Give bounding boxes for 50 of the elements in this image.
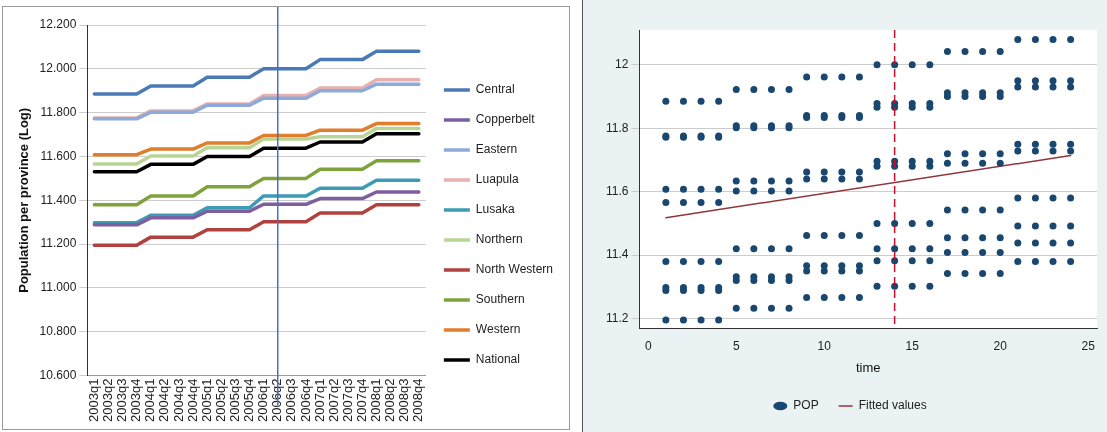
x-tick-label: 2004q2 bbox=[156, 378, 172, 423]
y-tick-label: 12.000 bbox=[39, 61, 77, 76]
y-tick-label: 12.200 bbox=[39, 17, 77, 32]
legend-label: Luapula bbox=[475, 172, 519, 187]
x-tick-label: 0 bbox=[644, 338, 652, 353]
y-tick-label: 12 bbox=[615, 57, 629, 72]
y-tick-label: 10.800 bbox=[39, 324, 77, 339]
x-tick-label: 25 bbox=[1081, 338, 1096, 353]
x-axis-title: time bbox=[855, 359, 881, 375]
y-tick-label: 11.8 bbox=[606, 120, 629, 135]
x-tick-label: 2006q4 bbox=[297, 378, 313, 423]
x-tick-label: 5 bbox=[732, 338, 740, 353]
x-tick-label: 15 bbox=[905, 338, 920, 353]
legend-label: Copperbelt bbox=[475, 112, 536, 127]
x-tick-label: 2008q3 bbox=[396, 378, 412, 423]
x-tick-label: 2008q4 bbox=[410, 378, 426, 423]
legend-label: POP bbox=[793, 398, 819, 413]
y-tick-label: 11.2 bbox=[606, 310, 629, 325]
y-tick-label: 11.4 bbox=[606, 247, 629, 262]
y-tick-label: 10.600 bbox=[39, 367, 77, 382]
legend-label: Western bbox=[475, 322, 521, 337]
legend-label: Central bbox=[475, 82, 515, 97]
y-tick-label: 11.6 bbox=[606, 183, 629, 198]
x-tick-label: 2003q3 bbox=[114, 378, 130, 423]
x-tick-label: 2006q1 bbox=[255, 378, 271, 423]
x-tick-label: 2003q2 bbox=[100, 378, 116, 423]
x-tick-label: 2003q1 bbox=[85, 378, 101, 423]
x-tick-label: 2005q3 bbox=[227, 378, 242, 423]
x-tick-label: 2003q4 bbox=[128, 378, 144, 423]
x-tick-label: 10 bbox=[817, 338, 832, 353]
legend-label: Lusaka bbox=[475, 202, 515, 217]
x-tick-label: 2005q4 bbox=[241, 378, 257, 423]
y-tick-label: 11.800 bbox=[40, 104, 77, 119]
legend-label: Fitted values bbox=[858, 398, 927, 413]
legend-label: Northern bbox=[475, 232, 523, 247]
legend-label: North Western bbox=[475, 262, 553, 277]
y-tick-label: 11.600 bbox=[40, 148, 77, 163]
x-tick-label: 2004q3 bbox=[170, 378, 186, 423]
legend-label: National bbox=[475, 352, 520, 367]
x-tick-label: 20 bbox=[993, 338, 1008, 353]
legend-label: Southern bbox=[475, 292, 525, 307]
y-tick-label: 11.000 bbox=[40, 280, 77, 295]
legend-label: Eastern bbox=[475, 142, 518, 157]
y-tick-label: 11.200 bbox=[40, 236, 77, 251]
y-axis-title: Population per province (Log) bbox=[16, 107, 32, 293]
x-tick-label: 2004q1 bbox=[142, 378, 158, 423]
x-tick-label: 2008q1 bbox=[368, 378, 384, 423]
x-tick-label: 2006q3 bbox=[283, 378, 299, 423]
y-tick-label: 11.400 bbox=[40, 192, 77, 207]
x-tick-label: 2008q2 bbox=[382, 378, 398, 423]
